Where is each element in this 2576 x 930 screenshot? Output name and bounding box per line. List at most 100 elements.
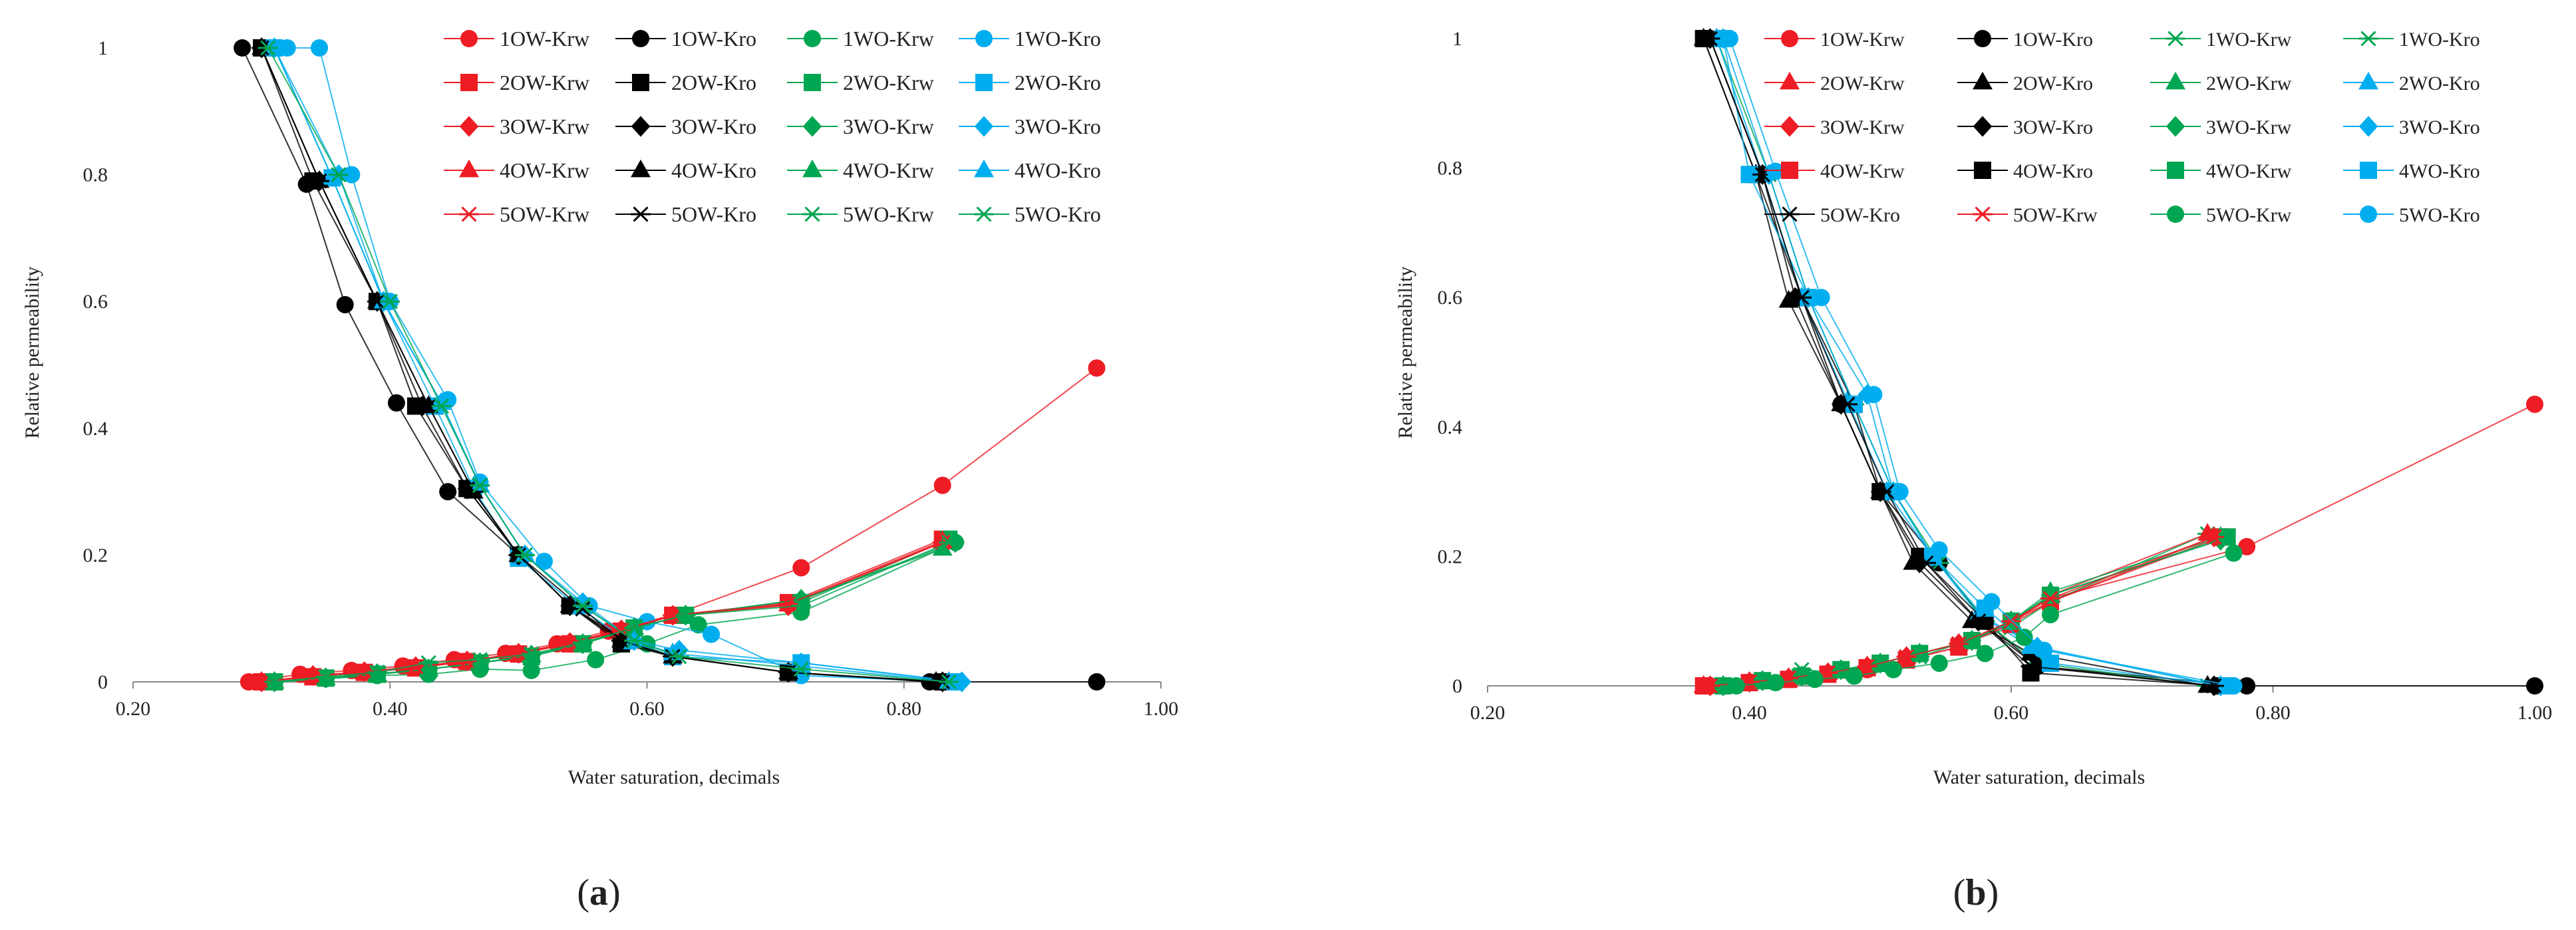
data-point [329,167,349,183]
series-line [1722,38,2221,687]
legend-label: 2WO-Krw [843,71,934,94]
legend-marker [802,159,822,178]
legend-marker [804,30,821,47]
series-2OW-Krw [1693,523,2218,693]
series-1OW-Krw [240,359,1106,691]
data-point [2040,591,2060,607]
data-point [1088,359,1106,377]
legend: 1OW-Krw 1OW-Kro 1WO-Krw 1WO-Kro 2OW-Krw 2OW-K… [1764,29,2480,226]
data-point [624,633,645,649]
x-tick-label: 0.80 [887,698,922,720]
legend-marker [460,74,478,91]
x-tick-label: 0.60 [1994,702,2029,724]
series-line [261,47,943,683]
legend-label: 2WO-Krw [2206,73,2292,94]
data-point [2238,677,2256,695]
data-point [624,620,645,636]
legend-label: 4WO-Kro [2399,160,2480,182]
series-line [274,538,949,683]
data-point [309,173,329,189]
y-tick-label: 0.4 [1438,416,1463,438]
legend-label: 4OW-Krw [1820,160,1905,182]
series-line [261,47,943,683]
y-tick-label: 0.8 [1438,158,1463,180]
data-point [2225,544,2243,562]
legend-label: 1OW-Krw [500,27,589,51]
legend-marker [631,159,651,178]
data-point [1838,396,1858,412]
data-point [387,394,405,412]
legend-label: 3WO-Kro [2399,116,2480,138]
data-point [1891,483,1909,501]
legend-label: 2WO-Kro [2399,73,2480,94]
data-point [1968,613,1989,629]
x-axis-label-a: Water saturation, decimals [568,766,780,788]
series-4OW-Kro [251,37,946,689]
data-point [536,552,553,570]
y-tick-label: 0.6 [83,291,108,313]
data-point [792,559,810,577]
data-point [2526,677,2543,695]
legend-label: 1OW-Kro [671,27,756,51]
legend-marker [2166,31,2185,47]
y-tick-label: 0.6 [1438,287,1463,309]
y-tick-label: 0.2 [1438,545,1463,567]
legend-label: 3OW-Krw [500,114,589,138]
x-axis-label-b: Water saturation, decimals [1933,766,2145,788]
series-line [287,47,956,683]
y-tick-label: 1 [98,37,108,59]
data-point [439,483,457,501]
x-tick-label: 1.00 [2517,702,2553,724]
legend-label: 5OW-Kro [1820,204,1900,226]
legend-label: 4OW-Kro [671,158,756,182]
data-point [1983,593,2001,611]
legend-marker [802,116,822,137]
legend-label: 5WO-Kro [2399,204,2480,226]
series-5OW-Krw [251,534,953,690]
legend-label: 3OW-Kro [671,114,756,138]
x-tick-label: 0.40 [1732,702,1767,724]
legend-label: 5WO-Krw [2206,204,2292,226]
data-point [952,671,971,693]
data-point [418,655,439,671]
data-point [2526,395,2543,413]
data-point [1916,555,1937,571]
series-line [1736,552,2234,687]
data-point [367,665,387,681]
x-tick-label: 0.20 [1470,702,1506,724]
series-line [1716,38,2221,687]
legend-marker [802,206,822,222]
data-point [1976,645,1994,663]
data-point [521,646,542,662]
data-point [1845,667,1863,685]
legend-marker [974,116,994,137]
legend-label: 3WO-Krw [843,114,934,138]
panel-label-a: (a) [577,872,620,913]
data-point [669,649,689,665]
data-point [572,635,593,651]
series-line [274,542,956,683]
series-5WO-Krw [264,534,959,690]
y-tick-label: 1 [1452,28,1462,50]
data-point [457,478,477,499]
data-point [1700,678,1720,694]
series-line [1722,38,2227,687]
data-point [1766,674,1784,692]
series-line [273,47,949,683]
series-2WO-Krw [1713,526,2231,693]
legend-marker [2358,31,2378,47]
x-tick-label: 1.00 [1144,698,1179,720]
series-line [1703,533,2208,687]
data-point [1700,31,1720,47]
data-point [311,39,329,57]
legend-marker [2166,71,2185,90]
legend-marker [975,30,993,47]
data-point [234,39,251,57]
legend-marker [974,206,994,222]
data-point [418,658,439,677]
y-axis-label-b: Relative permeability [1394,266,1416,438]
data-point [1857,659,1877,675]
legend-label: 2OW-Kro [671,71,756,94]
data-point [2238,538,2256,555]
